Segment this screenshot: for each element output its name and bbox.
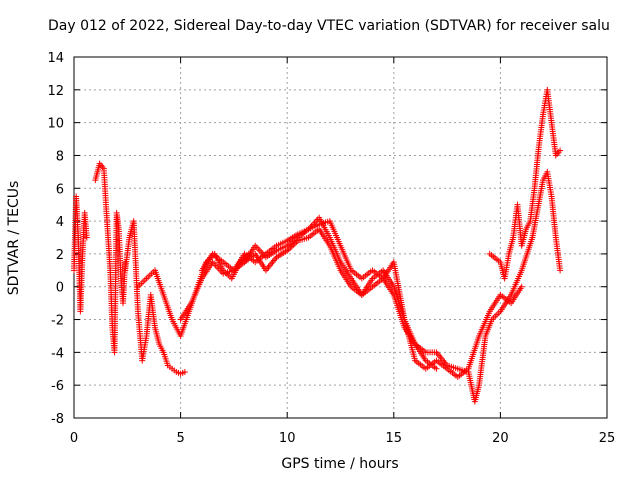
y-tick-label: 12 — [47, 84, 64, 99]
data-point — [518, 283, 525, 290]
data-point — [83, 234, 90, 241]
y-tick-label: 0 — [56, 281, 64, 296]
x-tick-label: 15 — [386, 431, 403, 446]
y-tick-label: 4 — [56, 215, 64, 230]
x-tick-label: 20 — [492, 431, 509, 446]
axis-ticks: 0 5 10 15 20 25 -8 -6 -4 -2 0 2 4 6 8 10 12 14 — [47, 51, 615, 446]
data-points — [71, 86, 564, 405]
data-point — [557, 147, 564, 154]
y-tick-label: -2 — [51, 314, 64, 329]
data-point — [181, 369, 188, 376]
x-tick-label: 5 — [176, 431, 184, 446]
plot-frame — [73, 56, 608, 419]
x-axis-label: GPS time / hours — [281, 456, 399, 472]
y-tick-label: -6 — [51, 379, 64, 394]
data-point — [557, 267, 564, 274]
data-point — [433, 365, 440, 372]
y-tick-label: 14 — [47, 51, 64, 66]
y-tick-label: 8 — [56, 149, 64, 164]
x-tick-label: 10 — [279, 431, 296, 446]
y-tick-label: 10 — [47, 117, 64, 132]
grid-lines — [74, 57, 607, 418]
y-tick-label: -4 — [51, 346, 64, 361]
x-tick-label: 0 — [70, 431, 78, 446]
x-tick-label: 25 — [599, 431, 616, 446]
y-tick-label: 2 — [56, 248, 64, 263]
chart-title: Day 012 of 2022, Sidereal Day-to-day VTE… — [48, 18, 610, 34]
y-tick-label: 6 — [56, 182, 64, 197]
y-tick-label: -8 — [51, 412, 64, 427]
